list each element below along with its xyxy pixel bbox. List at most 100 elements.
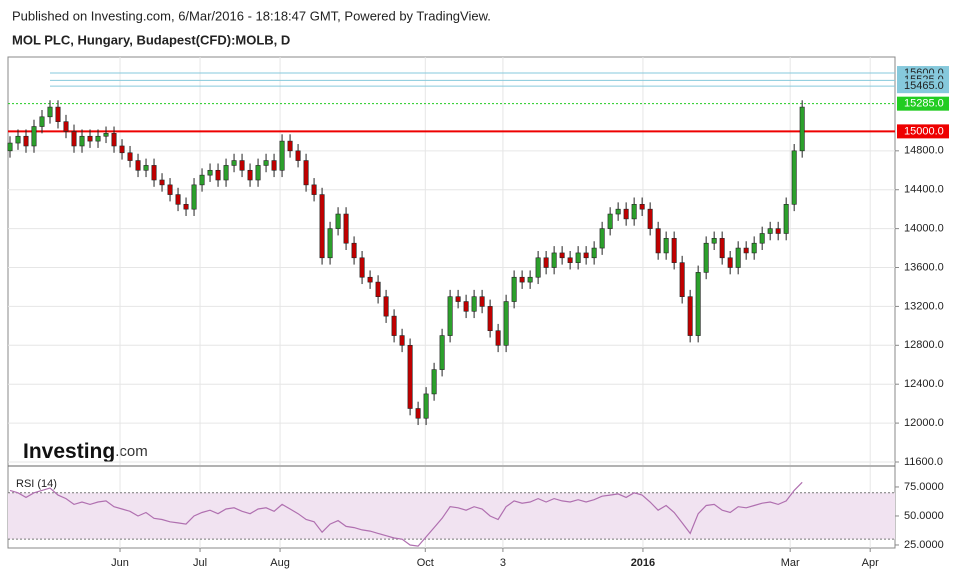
candle-body — [583, 252, 589, 259]
candle-body — [127, 152, 133, 161]
candle-body — [295, 150, 301, 161]
candle-body — [95, 135, 101, 142]
x-tick-label: Apr — [862, 557, 879, 569]
candle-body — [783, 204, 789, 234]
candle-body — [503, 301, 509, 346]
candle-body — [31, 126, 37, 147]
candle-body — [455, 296, 461, 302]
candle-body — [183, 204, 189, 210]
rsi-tick-label: 50.0000 — [904, 510, 944, 522]
candle-body — [247, 169, 253, 181]
price-level-label: 15000.0 — [904, 125, 944, 137]
candle-body — [383, 296, 389, 317]
candle-body — [655, 228, 661, 254]
plot-frame — [7, 56, 896, 549]
candle-body — [143, 165, 149, 171]
candle-body — [255, 165, 261, 181]
published-note: Published on Investing.com, 6/Mar/2016 -… — [12, 8, 491, 23]
rsi-band — [8, 492, 895, 540]
candle-body — [767, 228, 773, 234]
candle-body — [511, 276, 517, 302]
candle-body — [399, 335, 405, 346]
y-tick-label: 13200.0 — [904, 300, 944, 312]
candle-body — [207, 169, 213, 176]
candle-body — [271, 160, 277, 171]
x-tick-label: 2016 — [631, 557, 655, 569]
candle-body — [527, 276, 533, 283]
candle-body — [775, 228, 781, 234]
y-tick-label: 11600.0 — [904, 456, 943, 468]
price-level-label: 15285.0 — [904, 98, 944, 110]
candle-body — [391, 315, 397, 336]
logo-suffix: .com — [115, 443, 148, 460]
price-level-tag — [897, 79, 949, 94]
candle-body — [431, 369, 437, 395]
candle-body — [607, 213, 613, 229]
candle-body — [743, 247, 749, 254]
candle-body — [23, 135, 29, 147]
candle-body — [759, 233, 765, 244]
candle-body — [367, 276, 373, 283]
candle-body — [231, 160, 237, 166]
rsi-tick-label: 75.0000 — [904, 481, 944, 493]
candle-body — [519, 276, 525, 283]
candle-body — [167, 184, 173, 195]
candle-body — [719, 238, 725, 259]
candle-body — [735, 247, 741, 268]
symbol-title: MOL PLC, Hungary, Budapest(CFD):MOLB, D — [12, 32, 290, 47]
candle-body — [287, 140, 293, 152]
candle-body — [63, 121, 69, 132]
candle-body — [631, 204, 637, 220]
logo-brand: Investing — [23, 440, 115, 463]
candle-body — [791, 150, 797, 205]
candle-body — [47, 106, 53, 118]
candle-body — [551, 252, 557, 268]
candle-body — [343, 213, 349, 244]
y-tick-label: 12800.0 — [904, 339, 944, 351]
price-level-label: 15465.0 — [904, 80, 944, 92]
candle-body — [575, 252, 581, 263]
rsi-tick-label: 25.0000 — [904, 539, 944, 551]
candle-body — [543, 257, 549, 268]
rsi-line — [9, 481, 803, 547]
candle-body — [559, 252, 565, 259]
candle-body — [623, 208, 629, 220]
candle-body — [55, 106, 61, 122]
candle-body — [487, 306, 493, 332]
candle-body — [703, 242, 709, 273]
candle-body — [495, 330, 501, 346]
candle-body — [415, 408, 421, 419]
x-tick-label: Jun — [111, 557, 129, 569]
candle-body — [599, 228, 605, 249]
logo: Investing.com — [23, 440, 148, 463]
candle-body — [311, 184, 317, 195]
candle-body — [535, 257, 541, 278]
candle-body — [151, 165, 157, 181]
candle-body — [159, 179, 165, 186]
candle-body — [711, 238, 717, 244]
candle-body — [463, 301, 469, 312]
candle-body — [39, 116, 45, 127]
candle-body — [351, 242, 357, 259]
candle-body — [679, 262, 685, 297]
y-tick-label: 12400.0 — [904, 378, 944, 390]
candle-body — [423, 393, 429, 419]
candle-body — [375, 281, 381, 297]
candle-body — [279, 140, 285, 171]
candle-body — [111, 133, 117, 147]
candle-body — [591, 247, 597, 259]
price-level-tag — [897, 124, 949, 139]
y-tick-label: 14000.0 — [904, 223, 944, 235]
candle-body — [87, 135, 93, 142]
candle-body — [799, 106, 805, 152]
y-tick-label: 13600.0 — [904, 261, 944, 273]
candle-body — [199, 174, 205, 186]
candle-body — [615, 208, 621, 215]
candle-body — [687, 296, 693, 336]
y-tick-label: 14400.0 — [904, 184, 944, 196]
candle-body — [191, 184, 197, 210]
rsi-title: RSI (14) — [16, 478, 57, 490]
candle-body — [751, 242, 757, 254]
candle-body — [135, 160, 141, 171]
